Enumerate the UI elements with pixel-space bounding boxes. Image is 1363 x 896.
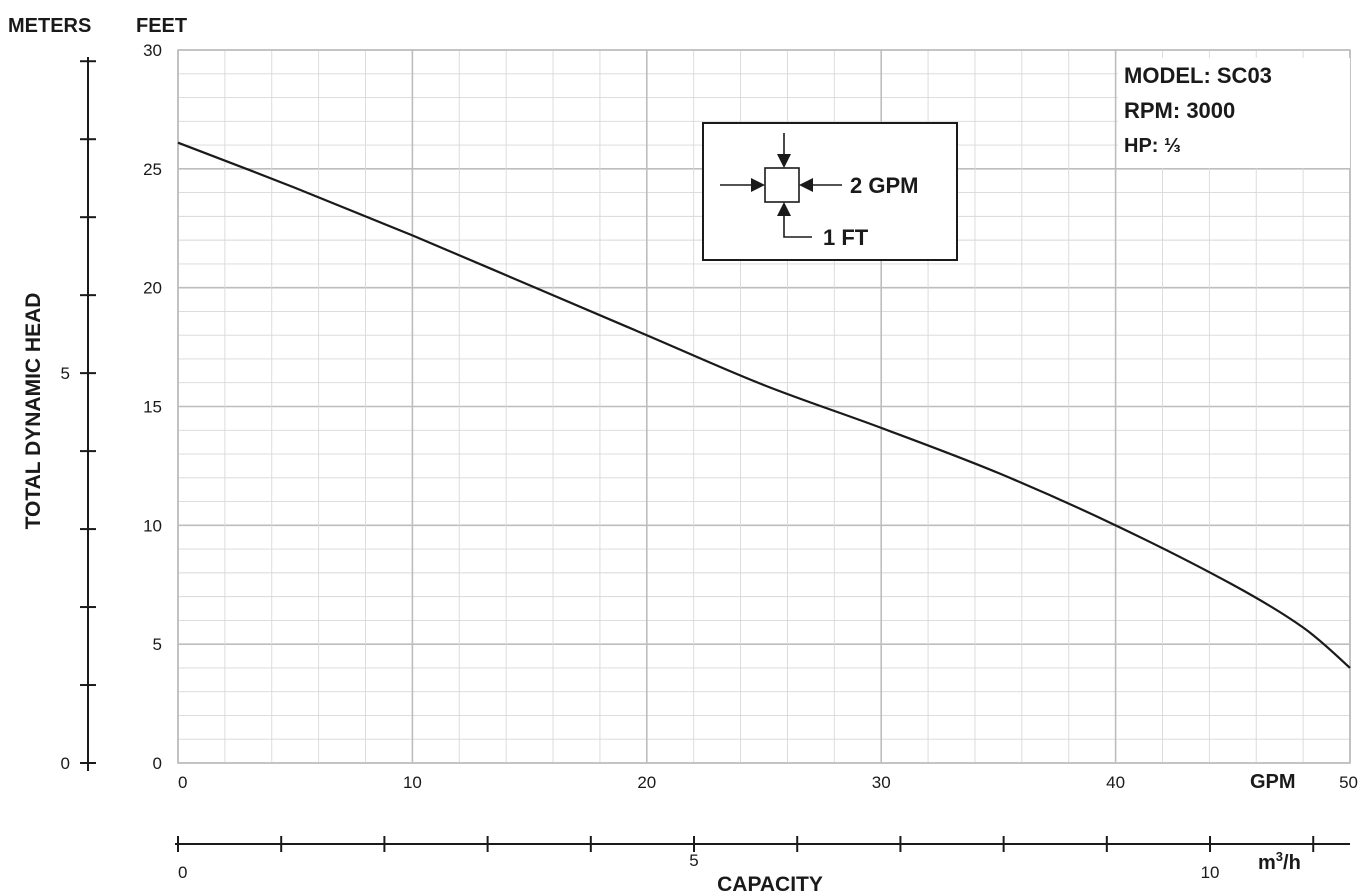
- feet-tick-label: 20: [143, 279, 162, 298]
- m3h-unit-base: m: [1258, 852, 1276, 874]
- gpm-tick-label: 50: [1339, 773, 1358, 792]
- x-axis-title: CAPACITY: [717, 873, 823, 896]
- m3h-ticks: [177, 836, 1315, 852]
- gpm-tick-label: 40: [1106, 773, 1125, 792]
- model-label: MODEL: SC03: [1124, 63, 1272, 88]
- gpm-tick-label: 0: [178, 773, 187, 792]
- inset-ft-label: 1 FT: [823, 225, 869, 250]
- feet-tick-label: 0: [153, 754, 162, 773]
- inset-box: 2 GPM 1 FT: [702, 122, 958, 261]
- inset-frame: [702, 122, 958, 261]
- meters-tick-labels: 05: [61, 364, 70, 773]
- gpm-tick-label: 20: [637, 773, 656, 792]
- gpm-unit-label: GPM: [1250, 771, 1296, 793]
- gpm-tick-label: 10: [403, 773, 422, 792]
- gpm-tick-label: 30: [872, 773, 891, 792]
- m3h-unit-sup: 3: [1276, 849, 1283, 864]
- rpm-label: RPM: 3000: [1124, 98, 1235, 123]
- y-axis-title: TOTAL DYNAMIC HEAD: [22, 293, 45, 530]
- meters-tick-label: 5: [61, 364, 70, 383]
- model-info-bg: [1118, 58, 1350, 168]
- plot-frame: [177, 49, 1351, 764]
- feet-tick-label: 15: [143, 398, 162, 417]
- grid: [177, 49, 1351, 764]
- feet-tick-labels: 0 5 10 15 20 25 30: [143, 41, 162, 773]
- feet-unit-label: FEET: [136, 15, 187, 37]
- m3h-tick-label: 10: [1201, 863, 1220, 882]
- m3h-unit-label: m3/h: [1258, 849, 1301, 874]
- m3h-unit-tail: /h: [1283, 852, 1301, 874]
- m3h-tick-label: 0: [178, 863, 187, 882]
- arrow-icon: [720, 133, 842, 238]
- feet-tick-label: 30: [143, 41, 162, 60]
- meters-tick-label: 0: [61, 754, 70, 773]
- feet-tick-label: 25: [143, 160, 162, 179]
- meters-unit-label: METERS: [8, 15, 91, 37]
- gpm-tick-labels: 0 10 20 30 40 50: [178, 773, 1358, 792]
- hp-label: HP: ⅓: [1124, 135, 1181, 157]
- m3h-tick-label: 5: [689, 851, 698, 870]
- series-layer: [177, 141, 1351, 669]
- pump-curve-line: [177, 141, 1351, 669]
- m3h-tick-labels: 0 5 10: [178, 851, 1219, 882]
- feet-tick-label: 5: [153, 635, 162, 654]
- feet-tick-label: 10: [143, 516, 162, 535]
- meters-ticks: [80, 60, 96, 764]
- inset-square: [764, 167, 800, 203]
- inset-gpm-label: 2 GPM: [850, 173, 918, 198]
